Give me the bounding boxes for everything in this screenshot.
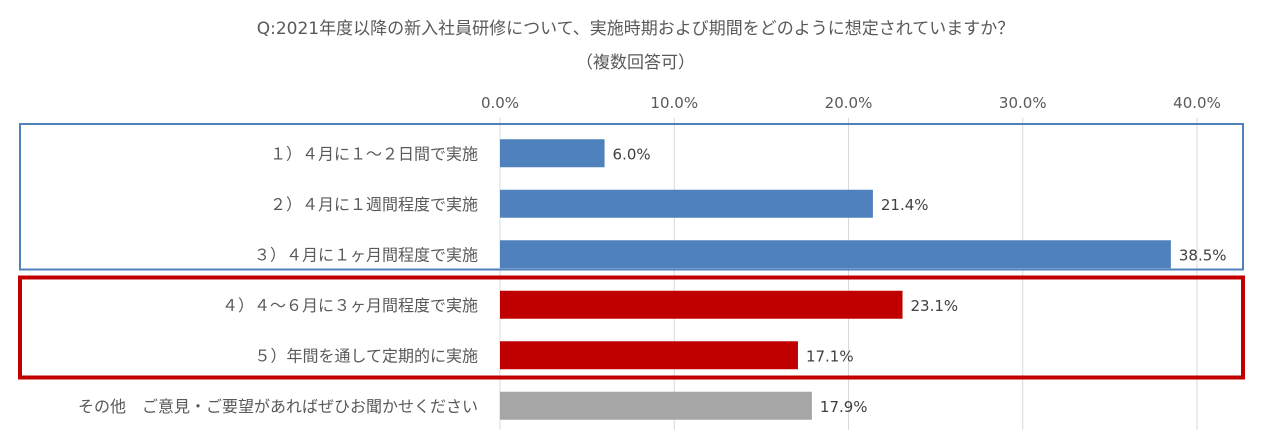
data-label: 21.4% — [881, 196, 929, 214]
data-label: 38.5% — [1179, 246, 1227, 264]
x-tick-label: 0.0% — [481, 94, 519, 112]
data-label: 17.1% — [806, 347, 854, 365]
category-label: ２）４月に１週間程度で実施 — [270, 195, 478, 214]
x-tick-label: 40.0% — [1173, 94, 1221, 112]
category-label: １）４月に１～２日間で実施 — [270, 144, 478, 163]
data-label: 17.9% — [820, 398, 868, 416]
data-label: 23.1% — [911, 297, 959, 315]
chart-title: Q:2021年度以降の新入社員研修について、実施時期および期間をどのように想定さ… — [256, 19, 1015, 39]
category-label: その他 ご意見・ご要望があればぜひお聞かせください — [78, 397, 478, 416]
bar — [500, 391, 812, 420]
data-label: 6.0% — [613, 145, 651, 163]
x-tick-label: 20.0% — [825, 94, 873, 112]
category-label: ４）４～６月に３ヶ月間程度で実施 — [222, 296, 478, 315]
bar — [500, 290, 903, 319]
bar — [500, 189, 873, 218]
bar — [500, 341, 798, 370]
category-label: ３）４月に１ヶ月間程度で実施 — [254, 245, 478, 264]
x-tick-label: 10.0% — [650, 94, 698, 112]
category-label: ５）年間を通して定期的に実施 — [254, 346, 478, 365]
chart-subtitle: （複数回答可） — [576, 53, 695, 73]
x-tick-label: 30.0% — [999, 94, 1047, 112]
group-frame-red — [18, 275, 1245, 380]
group-frame-blue — [19, 123, 1244, 271]
bar — [500, 240, 1171, 269]
bar — [500, 139, 605, 168]
